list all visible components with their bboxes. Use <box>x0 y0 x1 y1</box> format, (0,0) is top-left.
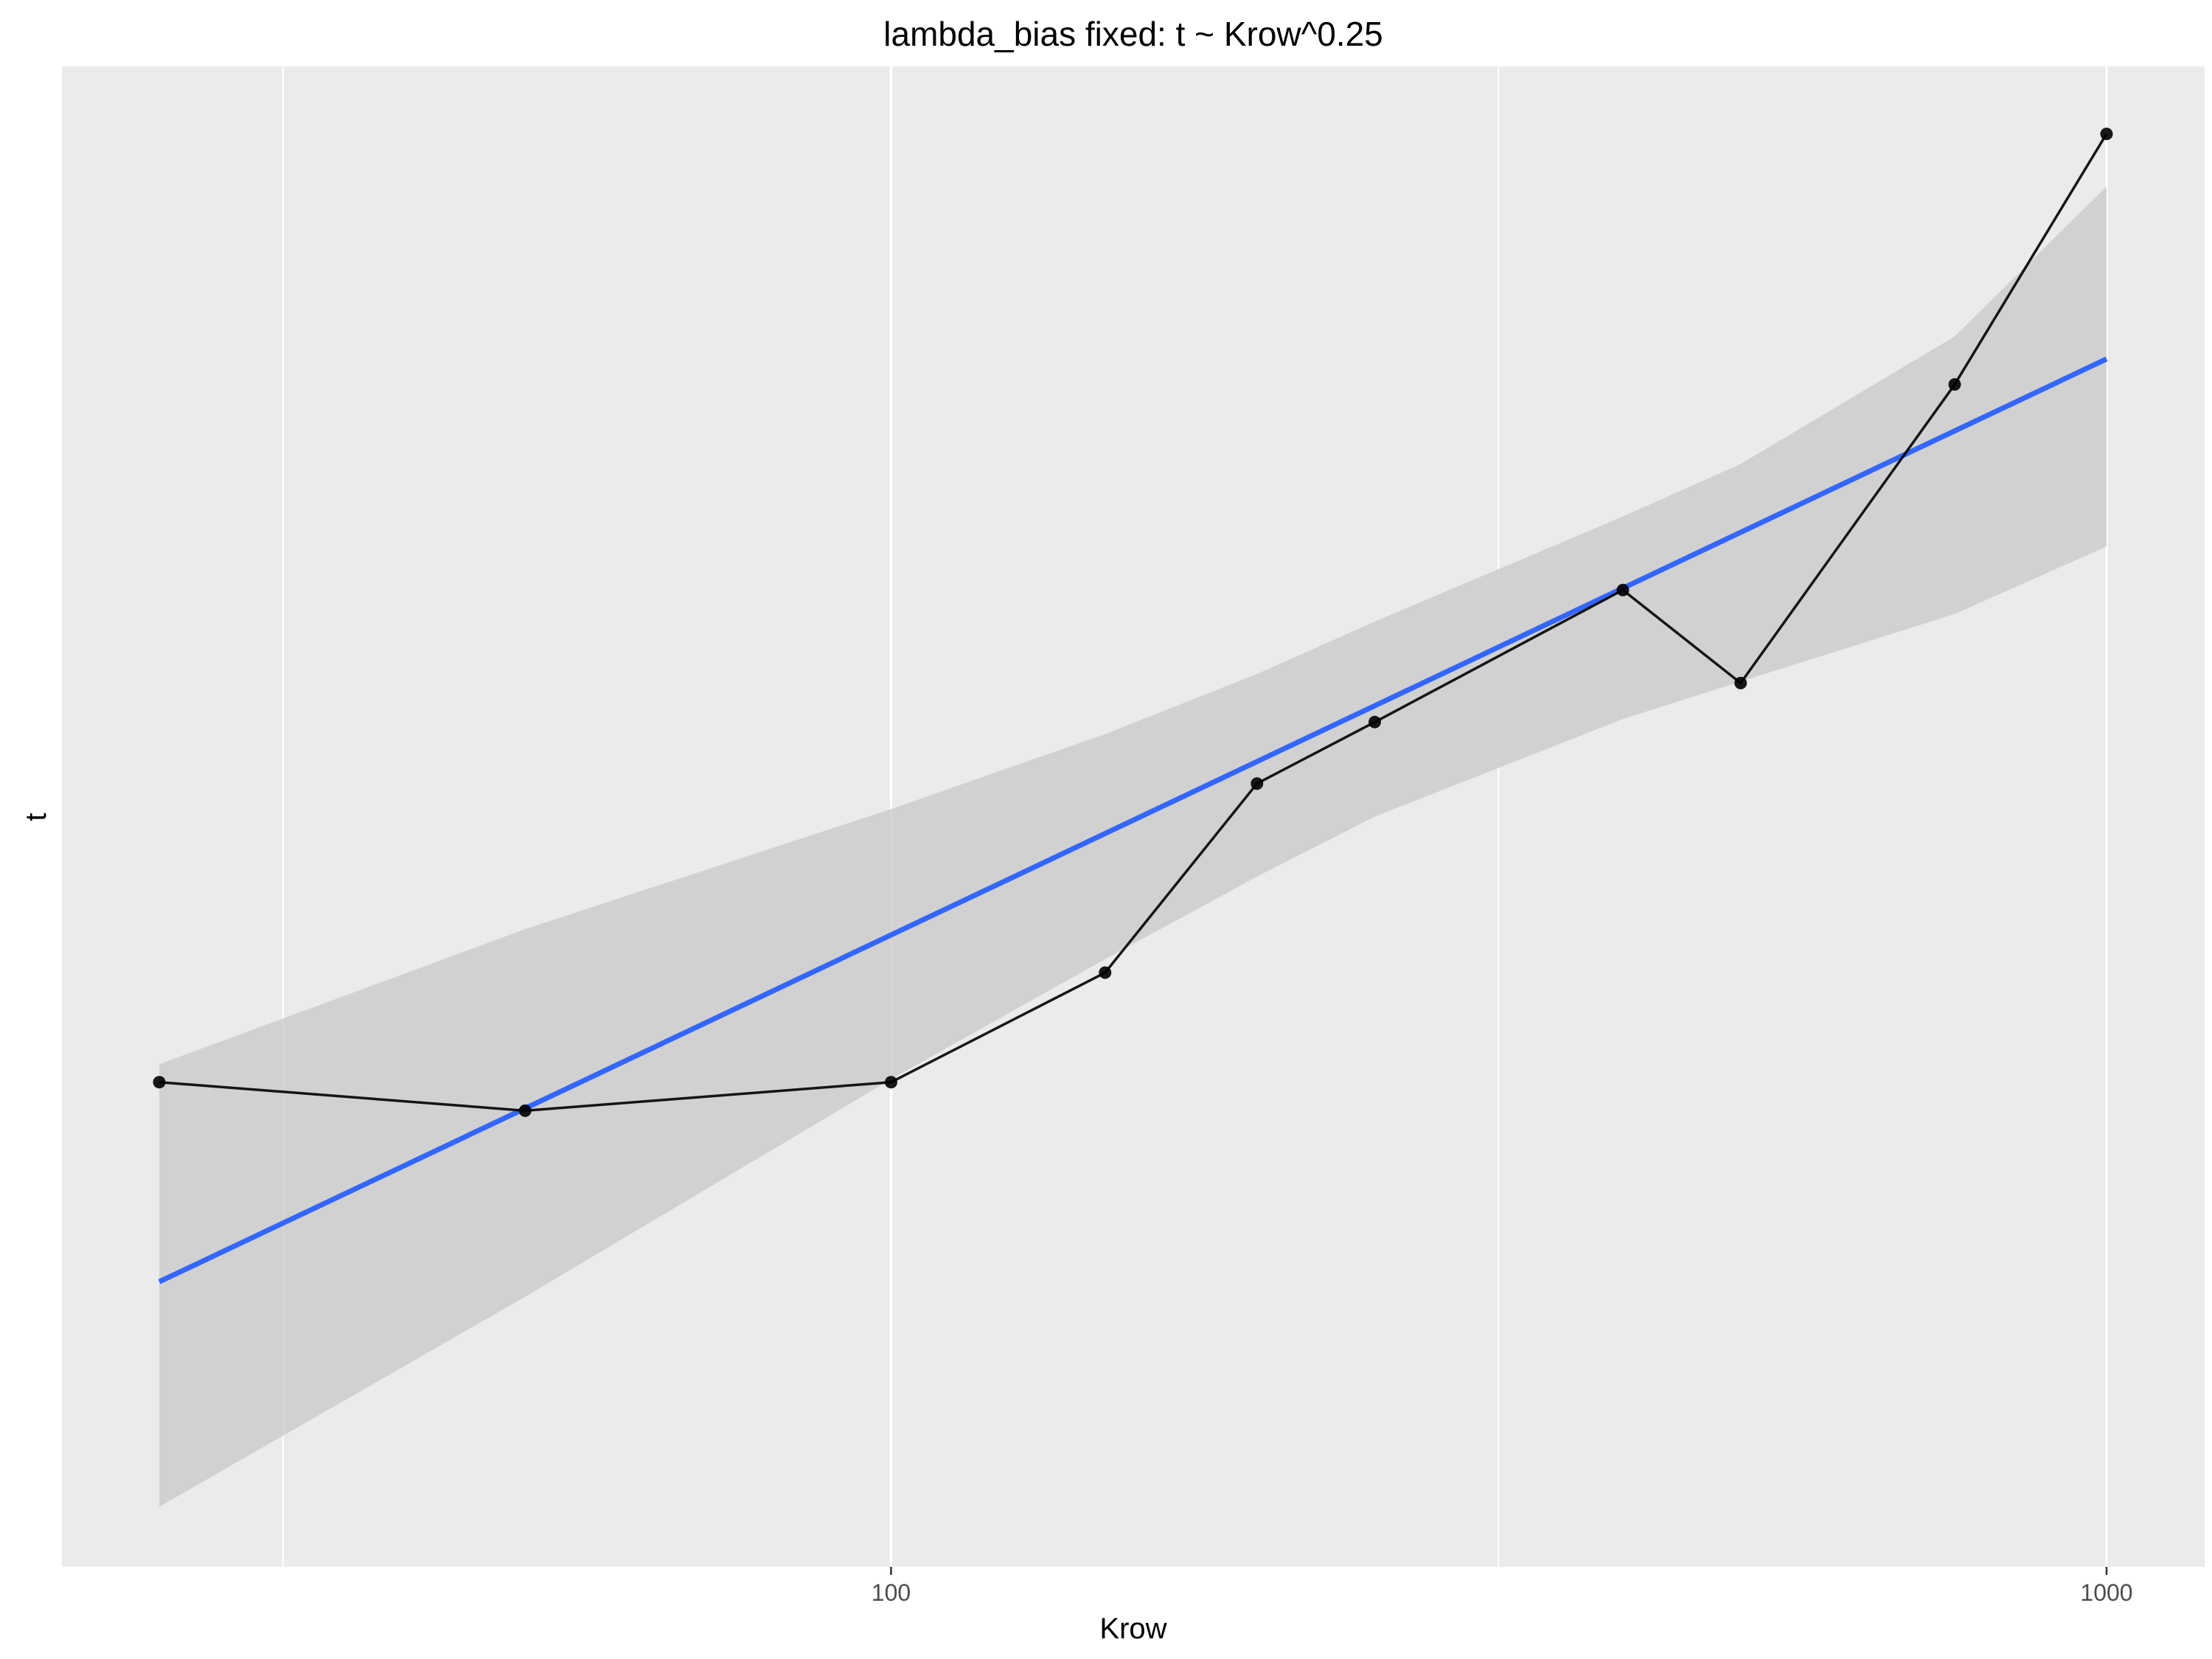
data-points-layer <box>153 128 2113 1117</box>
data-point <box>1368 715 1382 728</box>
data-point <box>1616 583 1630 597</box>
data-point <box>884 1076 897 1089</box>
data-point <box>153 1076 166 1089</box>
fit-line <box>158 356 2108 1284</box>
data-point <box>1251 777 1264 790</box>
fit-line-layer <box>158 356 2108 1284</box>
data-point <box>1948 378 1961 391</box>
confidence-band-layer <box>159 186 2107 1507</box>
plot-panel <box>62 66 2205 1567</box>
y-axis-title: t <box>20 813 52 821</box>
data-line <box>159 133 2108 1113</box>
x-tick-label: 1000 <box>2080 1579 2132 1606</box>
confidence-band <box>159 186 2107 1507</box>
x-axis-title: Krow <box>1099 1613 1166 1645</box>
x-tick-label: 100 <box>872 1579 911 1606</box>
chart-title: lambda_bias fixed: t ~ Krow^0.25 <box>883 15 1382 53</box>
x-axis: 100 1000 <box>872 1567 2133 1606</box>
data-point <box>2100 128 2113 141</box>
data-point <box>1099 966 1112 979</box>
data-point <box>518 1104 532 1117</box>
data-point <box>1734 676 1747 689</box>
data-line-layer <box>159 133 2108 1113</box>
